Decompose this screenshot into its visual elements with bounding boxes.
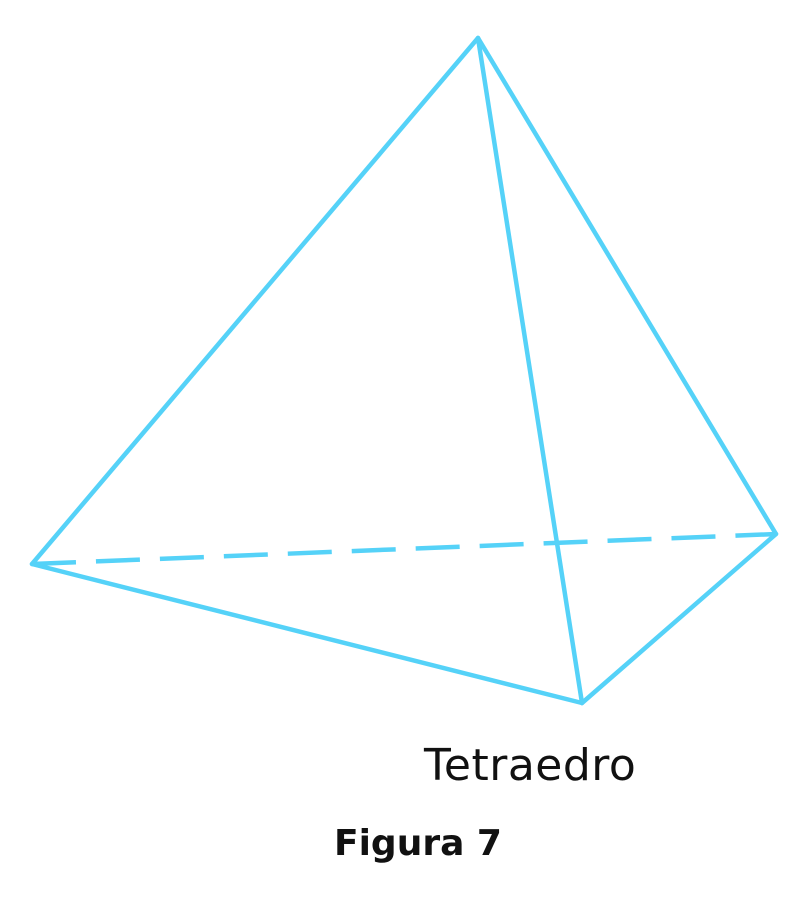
edge-left-front (29, 561, 585, 706)
edge-front-right (579, 531, 779, 706)
edge-apex-right (475, 35, 779, 537)
shape-label: Tetraedro (424, 740, 637, 791)
figure-caption: Figura 7 (334, 823, 502, 864)
edge-left-right-hidden (31, 531, 777, 567)
edge-apex-front (475, 35, 585, 706)
edge-apex-left (29, 35, 481, 567)
